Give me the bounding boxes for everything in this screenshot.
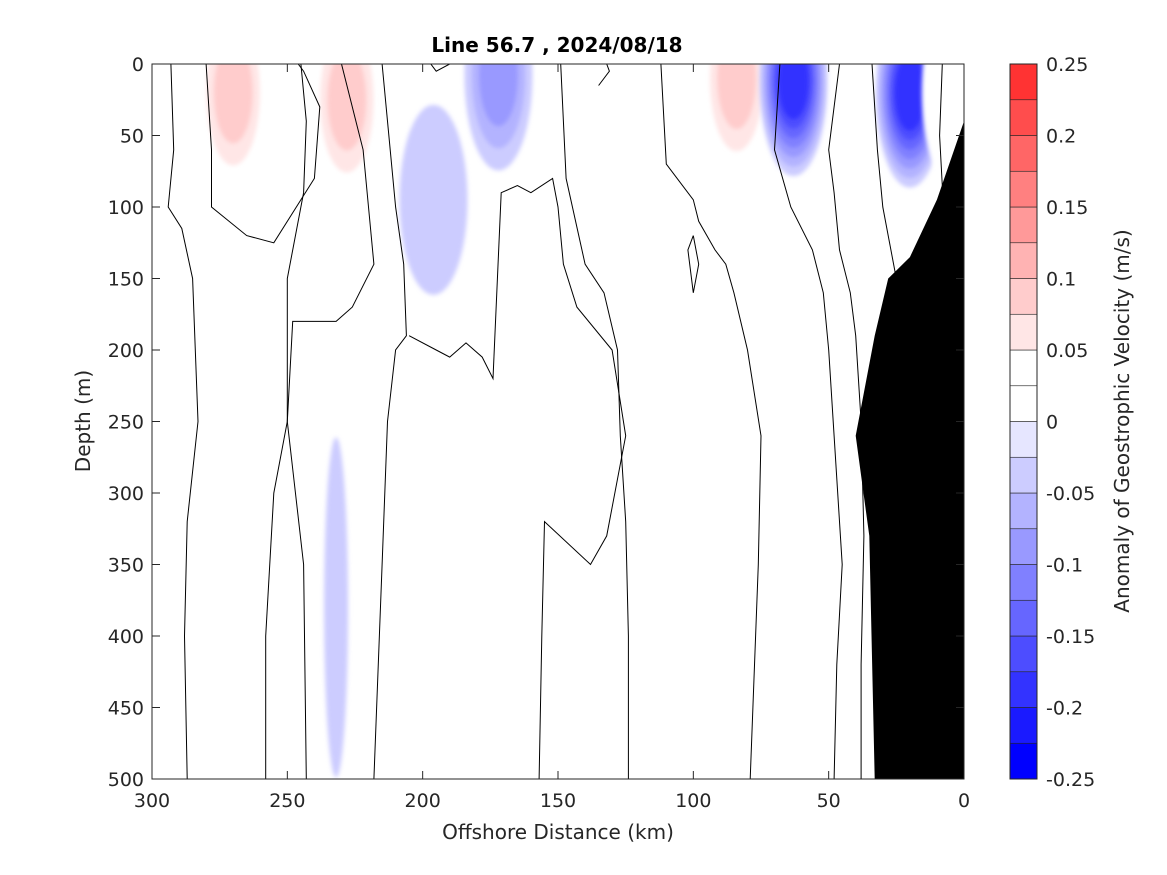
anomaly-level [717,64,756,129]
seafloor-mask [855,121,964,779]
colorbar-segment [1009,135,1038,172]
y-tick-label: 500 [108,769,144,791]
chart-title: Line 56.7 , 2024/08/18 [431,33,682,57]
zero-contours [167,64,951,779]
colorbar-segment [1009,564,1038,601]
y-tick-label: 150 [108,269,144,291]
colorbar-segment [1009,170,1038,208]
colorbar-tick-label: 0.2 [1046,126,1076,148]
colorbar-segment [1009,278,1038,315]
colorbar-tick-label: -0.25 [1046,769,1095,791]
y-tick-label: 50 [120,126,144,148]
negative-anomaly [399,104,468,295]
y-tick-label: 0 [132,54,144,76]
anomaly-level [327,64,367,151]
anomaly-level [479,64,518,127]
colorbar-tick-label: 0.15 [1046,197,1088,219]
colorbar-tick-label: 0.1 [1046,269,1076,291]
zero-contour-line [828,64,865,779]
x-tick-label: 50 [817,790,841,812]
colorbar-segment [1009,707,1038,744]
zero-contour-line [430,64,450,72]
y-tick-label: 350 [108,555,144,577]
x-tick-label: 0 [958,790,970,812]
zero-contour-line [773,64,843,779]
plot-area [151,63,965,780]
anomaly-level [773,451,798,779]
y-tick-label: 200 [108,340,144,362]
zero-contour-line [205,64,321,244]
y-tick-label: 250 [108,412,144,434]
colorbar-frame [1009,63,1038,780]
colorbar-segment [1009,671,1038,708]
colorbar-segment [1009,742,1038,780]
colorbar-tick-label: -0.2 [1046,698,1083,720]
colorbar-segment [1009,206,1038,244]
colorbar-segment [1009,242,1038,279]
colorbar-tick-label: 0.05 [1046,340,1088,362]
colorbar: 0.25 0.2 0.15 0.1 0.05 0 -0.05 -0.1 -0.15 -0.2 -0.… [1009,54,1095,791]
bathymetry-mask [855,121,964,779]
colorbar-tick-label: -0.05 [1046,483,1095,505]
colorbar-segment [1009,528,1038,565]
positive-anomaly [312,64,381,195]
x-tick-label: 300 [134,790,170,812]
colorbar-tick-label: -0.15 [1046,626,1095,648]
y-axis-label: Depth (m) [71,370,95,472]
plot-background [152,64,964,779]
zero-contour-line [560,64,629,779]
negative-anomaly [464,64,533,171]
x-axis-label: Offshore Distance (km) [442,820,674,844]
colorbar-segment [1009,313,1038,351]
x-tick-label: 150 [540,790,576,812]
colorbar-tick-label: 0 [1046,412,1058,434]
colorbar-segment [1009,635,1038,673]
zero-contour-line [373,64,407,779]
colorbar-label: Anomaly of Geostrophic Velocity (m/s) [1110,229,1134,612]
anomaly-level [399,104,468,295]
x-tick-label: 100 [675,790,711,812]
anomaly-level [324,437,349,778]
anomaly-level [778,64,809,120]
x-axis: 300 250 200 150 100 50 0 [134,64,970,812]
positive-anomaly [773,451,798,779]
colorbar-segment [1009,349,1038,387]
colorbar-segment [1009,63,1038,101]
positive-anomaly [702,64,771,174]
zero-contour-line [687,235,700,293]
y-tick-label: 300 [108,483,144,505]
zero-contour-line [286,64,375,779]
y-tick-label: 400 [108,626,144,648]
anomaly-field [199,64,964,779]
zero-contour-line [265,64,307,779]
y-axis: 0 50 100 150 200 250 300 350 400 450 500 [108,54,964,791]
colorbar-segment [1009,599,1038,637]
x-tick-label: 250 [269,790,305,812]
anomaly-level [213,64,253,144]
x-tick-label: 200 [405,790,441,812]
zero-contour-line [660,64,762,779]
anomaly-level [894,64,925,131]
negative-anomaly [324,437,349,778]
zero-contour-line [598,64,610,86]
colorbar-segment [1009,456,1038,494]
y-tick-label: 100 [108,197,144,219]
positive-anomaly [199,64,268,188]
colorbar-segment [1009,99,1038,136]
colorbar-tick-label: 0.25 [1046,54,1088,76]
zero-contour-line [408,177,627,779]
colorbar-segment [1009,385,1038,422]
negative-anomaly [759,64,828,177]
zero-contour-line [167,64,199,779]
colorbar-tick-label: -0.1 [1046,555,1083,577]
y-tick-label: 450 [108,698,144,720]
colorbar-segment [1009,492,1038,530]
colorbar-segment [1009,421,1038,458]
